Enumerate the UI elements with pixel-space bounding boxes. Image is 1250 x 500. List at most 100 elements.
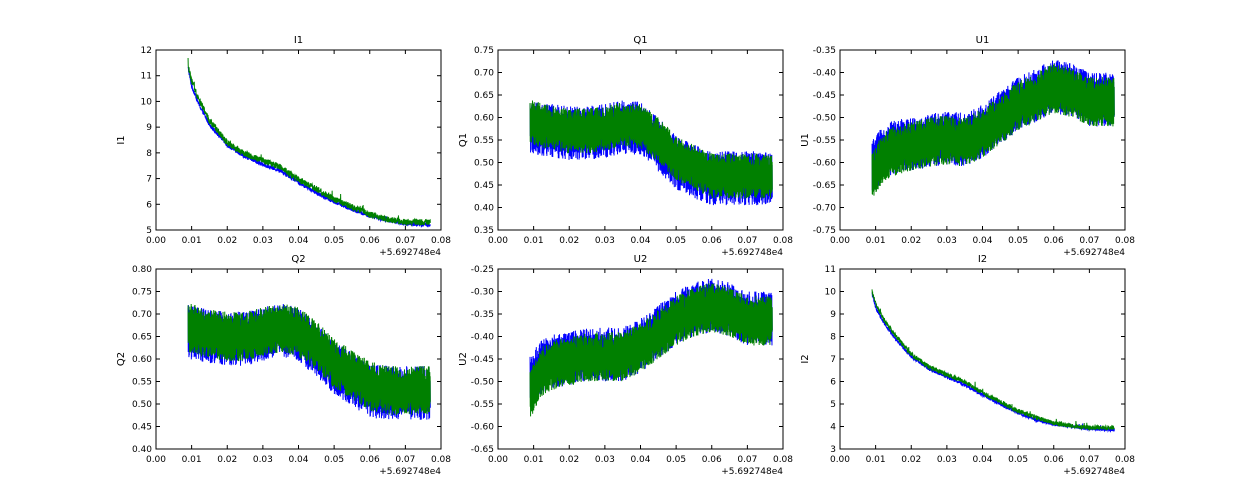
y-tick-label: 11 — [141, 72, 152, 82]
x-offset-label: +5.692748e4 — [721, 467, 783, 477]
x-tick-label: 0.00 — [830, 455, 850, 465]
series-line-2 — [529, 100, 773, 199]
x-tick-label: 0.04 — [972, 236, 992, 246]
x-tick-label: 0.04 — [972, 455, 992, 465]
y-tick-label: 9 — [146, 123, 152, 133]
series-line-2 — [871, 289, 1115, 431]
y-tick-label: 6 — [146, 200, 152, 210]
x-tick-label: 0.01 — [182, 236, 202, 246]
y-axis-label: Q2 — [116, 352, 127, 366]
y-tick-label: 0.45 — [132, 423, 152, 433]
x-tick-label: 0.06 — [1044, 455, 1064, 465]
y-tick-label: -0.50 — [471, 378, 495, 388]
y-tick-label: 9 — [830, 310, 836, 320]
x-tick-label: 0.06 — [360, 236, 380, 246]
x-tick-label: 0.03 — [595, 236, 615, 246]
x-tick-label: 0.02 — [901, 455, 921, 465]
x-offset-label: +5.692748e4 — [1063, 467, 1125, 477]
x-tick-label: 0.02 — [217, 455, 237, 465]
x-tick-label: 0.05 — [1008, 455, 1028, 465]
y-tick-label: 0.50 — [132, 400, 152, 410]
x-tick-label: 0.01 — [866, 455, 886, 465]
x-tick-label: 0.01 — [524, 455, 544, 465]
x-offset-label: +5.692748e4 — [1063, 248, 1125, 258]
y-tick-label: -0.35 — [813, 46, 836, 56]
plot-title: I1 — [294, 35, 303, 46]
plot-title: U1 — [976, 35, 990, 46]
x-tick-label: 0.03 — [253, 236, 273, 246]
subplot-u1: 0.00 0.01 0.02 0.03 0.04 0.05 0.06 0.07 0.08 -0.7… — [800, 35, 1135, 258]
y-tick-label: -0.30 — [471, 288, 495, 298]
y-tick-label: -0.60 — [471, 423, 495, 433]
y-axis-label: U1 — [800, 133, 811, 147]
x-tick-label: 0.04 — [630, 455, 650, 465]
plot-title: U2 — [634, 254, 648, 265]
x-tick-label: 0.04 — [288, 455, 308, 465]
y-tick-label: 0.45 — [474, 181, 494, 191]
y-tick-label: 11 — [825, 265, 836, 275]
y-tick-label: 4 — [830, 423, 836, 433]
y-tick-label: -0.70 — [813, 204, 837, 214]
x-tick-label: 0.08 — [1115, 236, 1135, 246]
x-tick-label: 0.08 — [1115, 455, 1135, 465]
subplot-q2: 0.00 0.01 0.02 0.03 0.04 0.05 0.06 0.07 0.08 0.40… — [116, 254, 451, 477]
y-tick-label: 0.55 — [474, 136, 494, 146]
y-tick-label: 10 — [141, 97, 153, 107]
series-line-2 — [187, 57, 431, 227]
y-tick-label: -0.50 — [813, 114, 837, 124]
x-tick-label: 0.00 — [488, 236, 508, 246]
x-tick-label: 0.08 — [431, 455, 451, 465]
x-offset-label: +5.692748e4 — [379, 467, 441, 477]
x-tick-label: 0.07 — [1079, 455, 1099, 465]
x-tick-label: 0.02 — [217, 236, 237, 246]
plot-title: I2 — [978, 254, 987, 265]
x-tick-label: 0.02 — [901, 236, 921, 246]
x-tick-label: 0.01 — [866, 236, 886, 246]
y-tick-label: -0.75 — [813, 226, 836, 236]
y-tick-label: -0.40 — [471, 333, 495, 343]
y-tick-label: 10 — [825, 288, 837, 298]
x-offset-label: +5.692748e4 — [721, 248, 783, 258]
x-tick-label: 0.01 — [182, 455, 202, 465]
x-tick-label: 0.03 — [937, 455, 957, 465]
x-tick-label: 0.06 — [1044, 236, 1064, 246]
y-tick-label: 0.80 — [132, 265, 152, 275]
x-tick-label: 0.04 — [288, 236, 308, 246]
y-tick-label: -0.35 — [471, 310, 494, 320]
y-tick-label: -0.60 — [813, 159, 837, 169]
y-tick-label: 0.65 — [474, 91, 494, 101]
series-line-2 — [187, 304, 431, 416]
x-tick-label: 0.03 — [937, 236, 957, 246]
plot-title: Q1 — [633, 35, 647, 46]
x-tick-label: 0.08 — [773, 236, 793, 246]
y-tick-label: 0.70 — [132, 310, 152, 320]
x-tick-label: 0.00 — [146, 236, 166, 246]
y-tick-label: -0.55 — [471, 400, 494, 410]
y-tick-label: 7 — [830, 355, 836, 365]
y-tick-label: 0.40 — [474, 204, 494, 214]
x-tick-label: 0.00 — [146, 455, 166, 465]
y-tick-label: 5 — [146, 226, 152, 236]
x-tick-label: 0.05 — [666, 236, 686, 246]
x-tick-label: 0.06 — [702, 236, 722, 246]
x-tick-label: 0.07 — [737, 455, 757, 465]
y-tick-label: -0.65 — [471, 445, 494, 455]
x-tick-label: 0.07 — [395, 455, 415, 465]
x-tick-label: 0.02 — [559, 236, 579, 246]
x-tick-label: 0.00 — [830, 236, 850, 246]
y-tick-label: 5 — [830, 400, 836, 410]
y-tick-label: -0.45 — [471, 355, 494, 365]
y-tick-label: 0.60 — [474, 114, 494, 124]
y-tick-label: -0.40 — [813, 69, 837, 79]
x-tick-label: 0.08 — [431, 236, 451, 246]
y-tick-label: -0.65 — [813, 181, 836, 191]
y-tick-label: 0.60 — [132, 355, 152, 365]
y-tick-label: 0.50 — [474, 159, 494, 169]
x-tick-label: 0.03 — [253, 455, 273, 465]
plot-frame — [839, 268, 1126, 450]
plot-frame — [155, 49, 442, 231]
y-tick-label: -0.25 — [471, 265, 494, 275]
x-tick-label: 0.05 — [324, 455, 344, 465]
x-tick-label: 0.02 — [559, 455, 579, 465]
x-tick-label: 0.05 — [324, 236, 344, 246]
